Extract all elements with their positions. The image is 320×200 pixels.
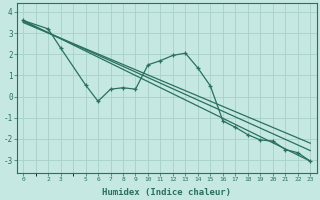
X-axis label: Humidex (Indice chaleur): Humidex (Indice chaleur) <box>102 188 231 197</box>
